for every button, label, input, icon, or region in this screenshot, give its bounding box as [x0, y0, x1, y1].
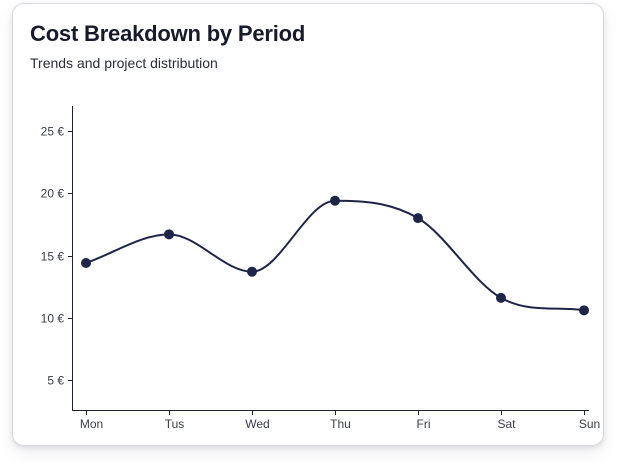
data-points	[81, 195, 589, 316]
x-tick-label: Thu	[330, 417, 351, 431]
data-point[interactable]	[81, 257, 91, 268]
data-point[interactable]	[164, 229, 174, 240]
x-tick-label: Sun	[579, 417, 600, 431]
x-tick-label: Sat	[497, 417, 516, 431]
data-point[interactable]	[496, 292, 506, 303]
x-tick-label: Fri	[417, 417, 431, 431]
y-axis: 5 € 10 € 15 € 20 € 25 €	[41, 106, 73, 411]
x-tick-label: Wed	[245, 417, 269, 431]
chart-title: Cost Breakdown by Period	[30, 21, 306, 46]
x-tick-label: Tus	[165, 417, 185, 431]
data-point[interactable]	[247, 266, 257, 277]
x-axis: Mon Tus Wed Thu Fri Sat Sun	[72, 410, 600, 431]
data-point[interactable]	[579, 305, 589, 316]
x-tick-label: Mon	[80, 417, 103, 431]
y-tick-label: 20 €	[41, 187, 65, 201]
chart-card: Cost Breakdown by Period Trends and proj…	[12, 3, 604, 446]
chart-subtitle: Trends and project distribution	[30, 55, 218, 71]
y-tick-label: 15 €	[41, 250, 65, 264]
data-point[interactable]	[330, 195, 340, 206]
series-line	[85, 199, 585, 312]
y-tick-label: 25 €	[41, 125, 65, 139]
y-tick-label: 10 €	[41, 312, 65, 326]
data-point[interactable]	[413, 213, 423, 224]
y-tick-label: 5 €	[47, 374, 64, 388]
